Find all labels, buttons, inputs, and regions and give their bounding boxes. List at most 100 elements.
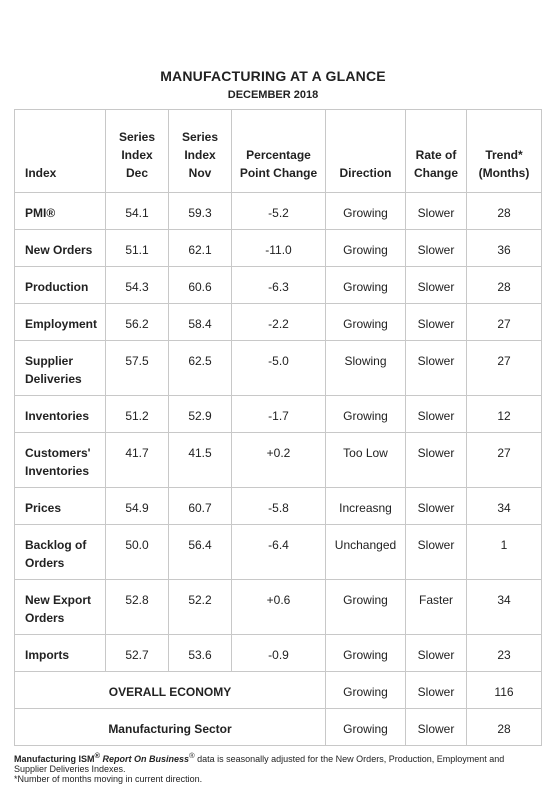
column-header: Series Index Nov (168, 109, 232, 193)
index-name-cell: Customers' Inventories (14, 432, 106, 488)
point-change-cell: -1.7 (231, 395, 326, 433)
trend-cell: 28 (466, 708, 542, 746)
summary-row: Manufacturing Sector Growing Slower 28 (14, 708, 542, 746)
column-header: Trend* (Months) (466, 109, 542, 193)
column-header-text: Point Change (239, 166, 318, 180)
index-name-text: New Export (25, 593, 92, 607)
series-nov-cell: 53.6 (168, 634, 232, 672)
series-dec-cell: 54.1 (105, 192, 169, 230)
table-row: Employment 56.2 58.4 -2.2 Growing Slower 27 (14, 303, 542, 341)
footnote-line-1: Manufacturing ISM® Report On Business® d… (14, 751, 505, 774)
index-name-cell: PMI® (14, 192, 106, 230)
series-dec-cell: 57.5 (105, 340, 169, 396)
column-header-text: Change (413, 166, 458, 180)
series-dec-cell: 51.1 (105, 229, 169, 267)
table-row: Prices 54.9 60.7 -5.8 Increasng Slower 34 (14, 487, 542, 525)
index-name-cell: Employment (14, 303, 106, 341)
point-change-cell: -6.3 (231, 266, 326, 304)
trend-cell: 28 (466, 266, 542, 304)
index-name-text: Orders (25, 556, 65, 570)
series-nov-cell: 60.6 (168, 266, 232, 304)
table-row: Customers' Inventories 41.7 41.5 +0.2 Too Low… (14, 432, 542, 488)
table-body: PMI® 54.1 59.3 -5.2 Growing Slower 28 New Order… (14, 192, 542, 746)
table-row: Production 54.3 60.6 -6.3 Growing Slower 28 (14, 266, 542, 304)
rate-of-change-cell: Slower (405, 487, 467, 525)
index-name-cell: Inventories (14, 395, 106, 433)
index-name-cell: Production (14, 266, 106, 304)
trend-cell: 116 (466, 671, 542, 709)
footnote: Manufacturing ISM® Report On Business® d… (14, 751, 539, 784)
point-change-cell: -2.2 (231, 303, 326, 341)
column-header-text: Direction (339, 166, 392, 180)
report-subtitle: DECEMBER 2018 (227, 89, 319, 101)
trend-cell: 12 (466, 395, 542, 433)
index-name-text: Customers' (25, 446, 91, 460)
column-header-text: Series (181, 130, 219, 144)
trend-cell: 27 (466, 303, 542, 341)
index-name-cell: Imports (14, 634, 106, 672)
direction-cell: Growing (325, 229, 406, 267)
point-change-cell: -0.9 (231, 634, 326, 672)
series-dec-cell: 56.2 (105, 303, 169, 341)
table-row: Backlog of Orders 50.0 56.4 -6.4 Unchanged Slo… (14, 524, 542, 580)
direction-cell: Growing (325, 671, 406, 709)
rate-of-change-cell: Slower (405, 266, 467, 304)
trend-cell: 28 (466, 192, 542, 230)
table-row: Supplier Deliveries 57.5 62.5 -5.0 Slowing Slo… (14, 340, 542, 396)
trend-cell: 23 (466, 634, 542, 672)
series-dec-cell: 54.9 (105, 487, 169, 525)
rate-of-change-cell: Slower (405, 340, 467, 396)
direction-cell: Increasng (325, 487, 406, 525)
trend-cell: 27 (466, 432, 542, 488)
series-nov-cell: 56.4 (168, 524, 232, 580)
table-row: Inventories 51.2 52.9 -1.7 Growing Slower 12 (14, 395, 542, 433)
point-change-cell: -6.4 (231, 524, 326, 580)
point-change-cell: +0.6 (231, 579, 326, 635)
point-change-cell: -11.0 (231, 229, 326, 267)
series-dec-cell: 50.0 (105, 524, 169, 580)
column-header-text: Index (121, 148, 153, 162)
series-dec-cell: 51.2 (105, 395, 169, 433)
rate-of-change-cell: Slower (405, 634, 467, 672)
direction-cell: Growing (325, 303, 406, 341)
index-name-text: Deliveries (25, 372, 82, 386)
index-name-cell: Backlog of Orders (14, 524, 106, 580)
index-name-text: PMI® (25, 206, 56, 220)
direction-cell: Growing (325, 192, 406, 230)
column-header-text: Nov (188, 166, 212, 180)
summary-row: OVERALL ECONOMY Growing Slower 116 (14, 671, 542, 709)
column-header: Rate of Change (405, 109, 467, 193)
trend-cell: 34 (466, 487, 542, 525)
series-nov-cell: 52.9 (168, 395, 232, 433)
series-nov-cell: 58.4 (168, 303, 232, 341)
index-name-text: Orders (25, 611, 65, 625)
direction-cell: Growing (325, 266, 406, 304)
table-row: New Orders 51.1 62.1 -11.0 Growing Slower 36 (14, 229, 542, 267)
index-name-text: New Orders (25, 243, 93, 257)
index-name-cell: Supplier Deliveries (14, 340, 106, 396)
direction-cell: Growing (325, 634, 406, 672)
series-dec-cell: 54.3 (105, 266, 169, 304)
point-change-cell: -5.8 (231, 487, 326, 525)
index-name-text: Inventories (25, 464, 90, 478)
trend-cell: 1 (466, 524, 542, 580)
column-header-text: Rate of (415, 148, 457, 162)
series-nov-cell: 62.1 (168, 229, 232, 267)
column-header-text: Trend* (485, 148, 523, 162)
series-nov-cell: 59.3 (168, 192, 232, 230)
trend-cell: 36 (466, 229, 542, 267)
index-name-cell: New Orders (14, 229, 106, 267)
summary-label-cell: OVERALL ECONOMY (14, 671, 326, 709)
rate-of-change-cell: Slower (405, 671, 467, 709)
rate-of-change-cell: Slower (405, 192, 467, 230)
series-nov-cell: 52.2 (168, 579, 232, 635)
column-header: Percentage Point Change (231, 109, 326, 193)
index-name-text: Supplier (25, 354, 74, 368)
direction-cell: Slowing (325, 340, 406, 396)
series-dec-cell: 52.8 (105, 579, 169, 635)
direction-cell: Growing (325, 395, 406, 433)
rate-of-change-cell: Slower (405, 303, 467, 341)
point-change-cell: -5.2 (231, 192, 326, 230)
direction-cell: Unchanged (325, 524, 406, 580)
index-name-cell: New Export Orders (14, 579, 106, 635)
